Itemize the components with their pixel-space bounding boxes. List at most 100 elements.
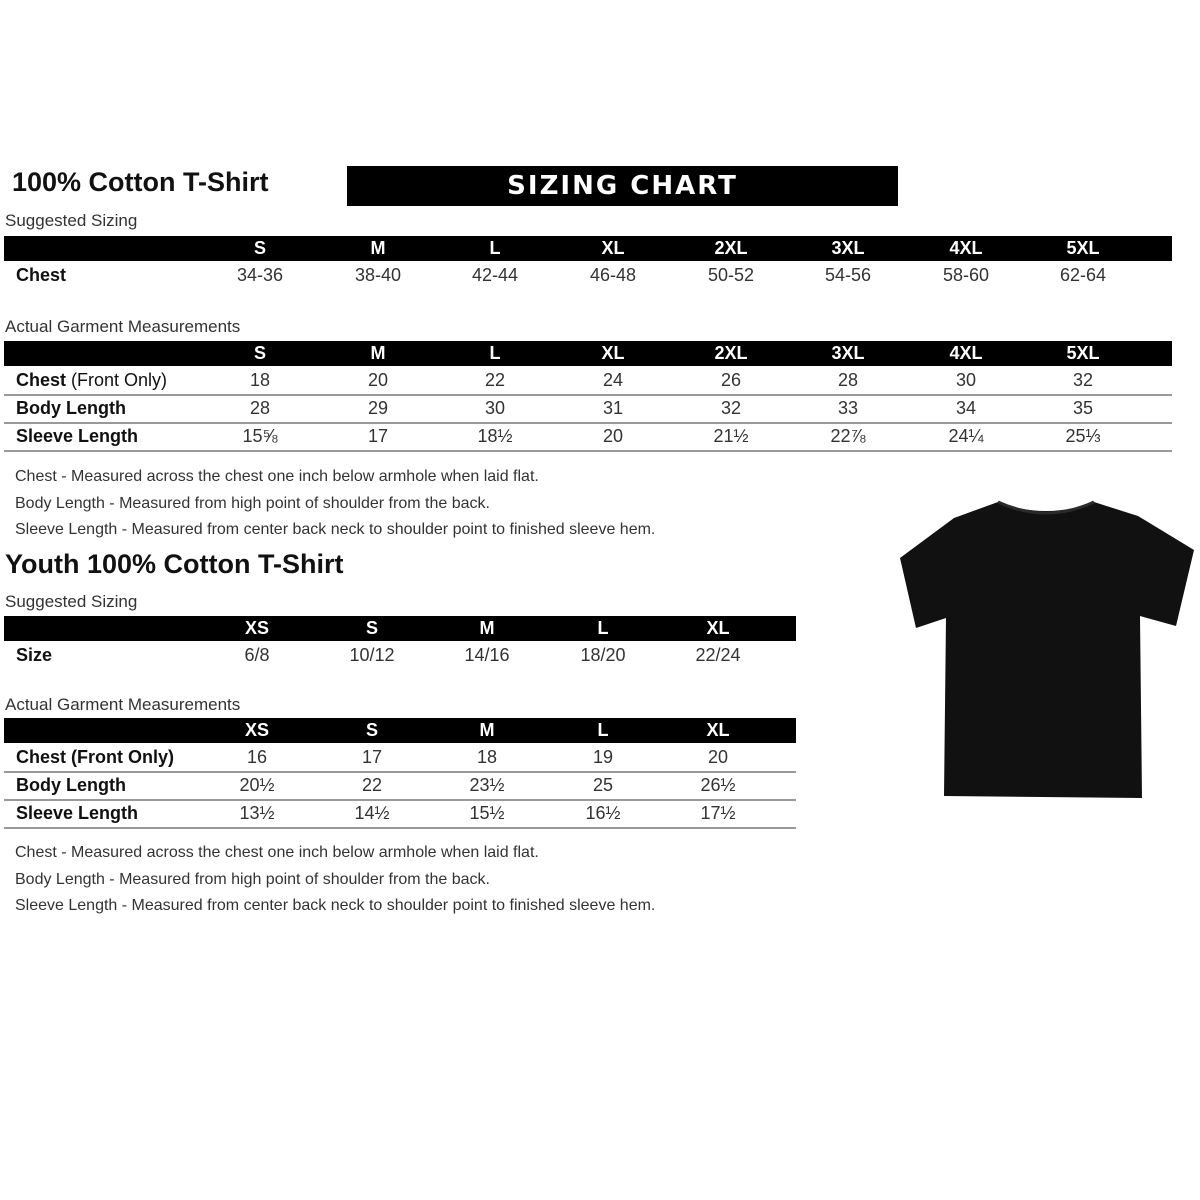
cell-value: 30 xyxy=(955,370,977,390)
row-label-text: Sleeve Length xyxy=(16,426,139,446)
cell-value: 26½ xyxy=(700,775,736,795)
size-header: S xyxy=(365,720,379,740)
cell-value: 32 xyxy=(720,398,742,418)
cell-value: 20 xyxy=(602,426,624,446)
row-label: Body Length xyxy=(16,394,126,422)
cell-value: 18/20 xyxy=(580,645,626,665)
row-label-text: Chest (Front Only) xyxy=(16,747,174,767)
row-label: Chest (Front Only) xyxy=(16,743,174,771)
cell-value: 29 xyxy=(367,398,389,418)
table-row: Chest (Front Only) 18 20 22 24 26 28 30 32 xyxy=(4,366,1172,396)
cell-value: 26 xyxy=(720,370,742,390)
row-label: Body Length xyxy=(16,771,126,799)
adult-actual-label: Actual Garment Measurements xyxy=(5,317,241,336)
youth-suggested-label: Suggested Sizing xyxy=(5,592,138,611)
cell-value: 62-64 xyxy=(1059,265,1107,285)
note-text: Sleeve Length - Measured from center bac… xyxy=(15,897,656,914)
sizing-chart-banner: SIZING CHART xyxy=(347,166,898,206)
size-header: S xyxy=(253,238,267,258)
cell-value: 18½ xyxy=(477,426,513,446)
cell-value: 58-60 xyxy=(942,265,990,285)
table-row: Chest (Front Only) 16 17 18 19 20 xyxy=(4,743,796,773)
cell-value: 34-36 xyxy=(236,265,284,285)
size-header: 2XL xyxy=(714,343,748,363)
cell-value: 15⅝ xyxy=(242,426,278,446)
size-header: M xyxy=(479,618,495,638)
cell-value: 16 xyxy=(246,747,268,767)
row-label-text: Chest xyxy=(16,370,67,390)
cell-value: 15½ xyxy=(469,803,505,823)
cell-value: 22 xyxy=(484,370,506,390)
cell-value: 31 xyxy=(602,398,624,418)
cell-value: 33 xyxy=(837,398,859,418)
cell-value: 14/16 xyxy=(464,645,510,665)
cell-value: 32 xyxy=(1072,370,1094,390)
cell-value: 42-44 xyxy=(471,265,519,285)
size-header: S xyxy=(365,618,379,638)
cell-value: 28 xyxy=(837,370,859,390)
cell-value: 14½ xyxy=(354,803,390,823)
cell-value: 34 xyxy=(955,398,977,418)
cell-value: 25 xyxy=(592,775,614,795)
note-text: Chest - Measured across the chest one in… xyxy=(15,468,539,485)
table-row: Body Length 28 29 30 31 32 33 34 35 xyxy=(4,394,1172,424)
youth-actual-label: Actual Garment Measurements xyxy=(5,695,241,714)
size-header: XS xyxy=(244,720,270,740)
cell-value: 46-48 xyxy=(589,265,637,285)
adult-actual-header: S M L XL 2XL 3XL 4XL 5XL xyxy=(4,341,1172,366)
size-header: 2XL xyxy=(714,238,748,258)
cell-value: 22⅞ xyxy=(830,426,866,446)
cell-value: 30 xyxy=(484,398,506,418)
size-header: 5XL xyxy=(1066,343,1100,363)
table-row: Sleeve Length 13½ 14½ 15½ 16½ 17½ xyxy=(4,799,796,829)
adult-suggested-header: S M L XL 2XL 3XL 4XL 5XL xyxy=(4,236,1172,261)
size-header: 5XL xyxy=(1066,238,1100,258)
cell-value: 21½ xyxy=(713,426,749,446)
row-label-text: Chest xyxy=(16,265,67,285)
table-row: Size 6/8 10/12 14/16 18/20 22/24 xyxy=(4,641,796,669)
size-header: XL xyxy=(706,618,730,638)
tshirt-icon xyxy=(900,500,1194,798)
youth-actual-header: XS S M L XL xyxy=(4,718,796,743)
note-text: Sleeve Length - Measured from center bac… xyxy=(15,521,656,538)
size-header: M xyxy=(370,238,386,258)
row-label: Sleeve Length xyxy=(16,799,138,827)
table-row: Chest 34-36 38-40 42-44 46-48 50-52 54-56 58-60… xyxy=(4,261,1172,289)
cell-value: 25⅓ xyxy=(1065,426,1101,446)
size-header: L xyxy=(597,720,609,740)
note-text: Body Length - Measured from high point o… xyxy=(15,870,490,888)
adult-title: 100% Cotton T-Shirt xyxy=(12,167,269,197)
adult-suggested-label: Suggested Sizing xyxy=(5,211,138,230)
cell-value: 19 xyxy=(592,747,614,767)
cell-value: 50-52 xyxy=(707,265,755,285)
cell-value: 17½ xyxy=(700,803,736,823)
size-header: XL xyxy=(706,720,730,740)
note-text: Body Length - Measured from high point o… xyxy=(15,494,490,512)
cell-value: 17 xyxy=(367,426,389,446)
size-header: XL xyxy=(601,343,625,363)
youth-title: Youth 100% Cotton T-Shirt xyxy=(5,549,344,579)
row-label: Sleeve Length xyxy=(16,422,138,450)
cell-value: 13½ xyxy=(239,803,275,823)
row-label-text: Size xyxy=(16,645,53,665)
size-header: 3XL xyxy=(831,238,865,258)
cell-value: 24¼ xyxy=(948,426,984,446)
size-header: L xyxy=(597,618,609,638)
row-label-suffix: (Front Only) xyxy=(66,370,168,390)
cell-value: 54-56 xyxy=(824,265,872,285)
row-label: Chest (Front Only) xyxy=(16,366,167,394)
cell-value: 22/24 xyxy=(695,645,741,665)
cell-value: 17 xyxy=(361,747,383,767)
size-header: M xyxy=(479,720,495,740)
size-header: S xyxy=(253,343,267,363)
row-label-text: Sleeve Length xyxy=(16,803,139,823)
cell-value: 23½ xyxy=(469,775,505,795)
cell-value: 22 xyxy=(361,775,383,795)
note-text: Chest - Measured across the chest one in… xyxy=(15,844,539,861)
size-header: 4XL xyxy=(949,238,983,258)
youth-suggested-header: XS S M L XL xyxy=(4,616,796,641)
size-header: L xyxy=(489,238,501,258)
size-header: L xyxy=(489,343,501,363)
row-label-text: Body Length xyxy=(16,775,126,795)
row-label: Chest xyxy=(16,261,66,289)
